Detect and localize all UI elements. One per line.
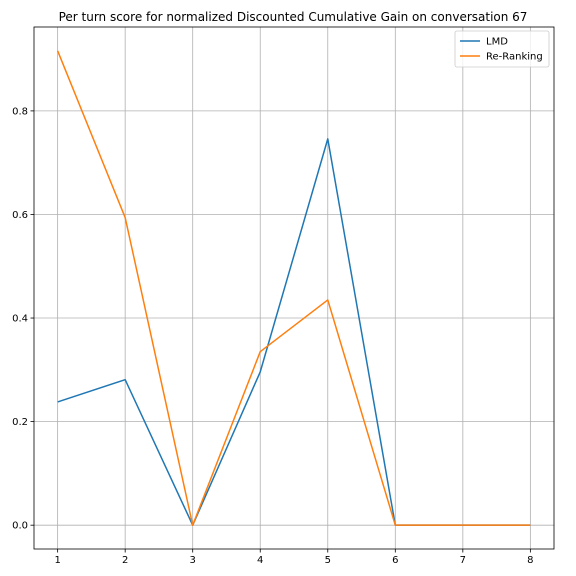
legend-label: Re-Ranking [486, 52, 543, 63]
series-lines [56, 50, 531, 526]
series-line-0 [57, 138, 531, 526]
x-tick-label: 1 [54, 555, 60, 566]
grid [34, 27, 554, 549]
legend: LMD Re-Ranking [454, 30, 550, 68]
x-tick-label: 4 [257, 555, 263, 566]
plot-area [33, 26, 555, 550]
x-tick-label: 6 [392, 555, 398, 566]
legend-box [454, 30, 550, 68]
legend-label: LMD [486, 37, 508, 48]
series-line-1 [56, 50, 531, 526]
y-axis: 0.0 0.2 0.4 0.6 0.8 [12, 106, 34, 532]
y-tick-label: 0.8 [12, 106, 28, 117]
chart-title: Per turn score for normalized Discounted… [59, 10, 528, 24]
y-tick-label: 0.4 [12, 314, 28, 325]
x-tick-label: 5 [325, 555, 331, 566]
x-tick-label: 2 [122, 555, 128, 566]
x-tick-label: 3 [190, 555, 196, 566]
y-tick-label: 0.2 [12, 417, 28, 428]
y-tick-label: 0.6 [12, 210, 28, 221]
x-tick-label: 8 [527, 555, 533, 566]
y-tick-label: 0.0 [12, 521, 28, 532]
x-axis: 1 2 3 4 5 6 7 8 [54, 549, 534, 566]
x-tick-label: 7 [460, 555, 466, 566]
